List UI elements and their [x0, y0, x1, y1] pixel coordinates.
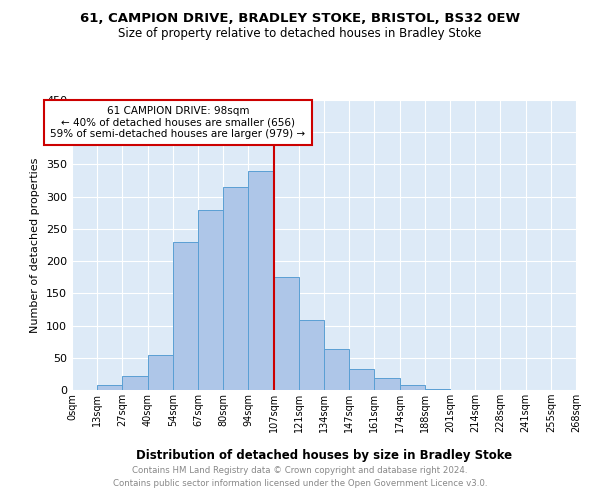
Bar: [400, 386, 425, 390]
Bar: [274, 277, 299, 390]
Bar: [198, 210, 223, 390]
Bar: [223, 187, 248, 390]
Bar: [374, 378, 400, 390]
Text: 61 CAMPION DRIVE: 98sqm
← 40% of detached houses are smaller (656)
59% of semi-d: 61 CAMPION DRIVE: 98sqm ← 40% of detache…: [50, 106, 305, 139]
Bar: [148, 354, 173, 390]
Bar: [299, 320, 324, 390]
Bar: [97, 386, 122, 390]
Text: Distribution of detached houses by size in Bradley Stoke: Distribution of detached houses by size …: [136, 448, 512, 462]
Bar: [173, 242, 198, 390]
Text: Contains HM Land Registry data © Crown copyright and database right 2024.
Contai: Contains HM Land Registry data © Crown c…: [113, 466, 487, 487]
Text: 61, CAMPION DRIVE, BRADLEY STOKE, BRISTOL, BS32 0EW: 61, CAMPION DRIVE, BRADLEY STOKE, BRISTO…: [80, 12, 520, 26]
Bar: [324, 350, 349, 390]
Text: Size of property relative to detached houses in Bradley Stoke: Size of property relative to detached ho…: [118, 28, 482, 40]
Bar: [122, 376, 148, 390]
Bar: [248, 171, 274, 390]
Y-axis label: Number of detached properties: Number of detached properties: [31, 158, 40, 332]
Bar: [425, 388, 450, 390]
Bar: [349, 368, 374, 390]
